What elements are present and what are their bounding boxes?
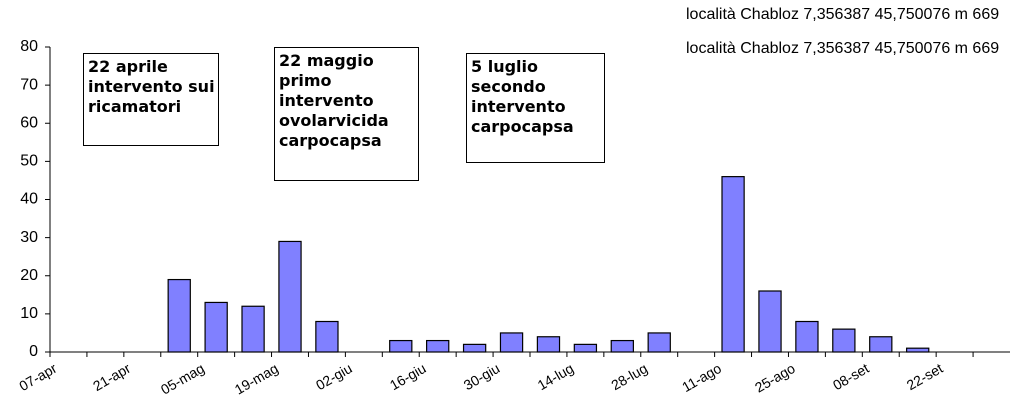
y-tick-label: 0 (29, 343, 38, 360)
legend-entry: località Chabloz 7,356387 45,750076 m 66… (672, 6, 1012, 23)
annotation-line: secondo (471, 77, 546, 96)
bar (315, 320, 339, 353)
bar (573, 343, 598, 353)
y-tick-label: 80 (20, 38, 38, 55)
annotation-line: 5 luglio (471, 57, 538, 76)
y-tick-label: 60 (20, 114, 38, 131)
bar (278, 240, 302, 353)
annotation-line: ovolarvicida (279, 111, 389, 130)
x-tick-label: 14-lug (535, 360, 577, 393)
x-tick-label: 28-lug (608, 360, 650, 393)
bar (869, 336, 893, 353)
bar (204, 301, 228, 353)
annotation-line: 22 maggio (279, 51, 374, 70)
y-tick-label: 20 (20, 267, 38, 284)
y-tick-label: 40 (20, 191, 38, 208)
bar (167, 278, 191, 353)
bar (906, 347, 930, 353)
bar (647, 332, 671, 353)
bar (499, 332, 524, 353)
annotation-line: carpocapsa (279, 131, 382, 150)
annotation-box: 5 luglio secondo intervento carpocapsa (466, 53, 605, 163)
bar (721, 176, 745, 353)
x-tick-label: 11-ago (679, 360, 724, 395)
x-tick-label: 22-set (904, 360, 946, 393)
annotation-line: intervento (471, 97, 566, 116)
x-tick-label: 16-giu (387, 360, 429, 393)
bar (832, 328, 856, 353)
bar (389, 339, 413, 353)
bar (795, 320, 819, 353)
bar (758, 290, 782, 353)
annotation-line: carpocapsa (471, 117, 574, 136)
x-tick-label: 08-set (830, 360, 872, 393)
legend-label: località Chabloz 7,356387 45,750076 m 66… (686, 40, 1000, 57)
annotation-line: intervento sui (88, 77, 215, 96)
x-tick-label: 25-ago (752, 360, 798, 396)
annotation-box: 22 maggio primo intervento ovolarvicida carp… (274, 47, 419, 181)
bar (536, 336, 561, 353)
y-tick-label: 50 (20, 153, 38, 170)
y-tick-label: 10 (20, 305, 38, 322)
bar (426, 339, 450, 353)
y-tick-label: 30 (20, 229, 38, 246)
x-tick-label: 02-giu (313, 360, 355, 393)
annotation-line: ricamatori (88, 97, 182, 116)
legend-label: località Chabloz 7,356387 45,750076 m 66… (686, 6, 1000, 23)
annotation-line: primo (279, 71, 332, 90)
x-tick-label: 19-mag (232, 360, 281, 398)
bar (241, 305, 265, 353)
annotation-box: 22 aprile intervento sui ricamatori (83, 53, 219, 146)
legend-entry: località Chabloz 7,356387 45,750076 m 66… (672, 40, 1012, 57)
x-tick-label: 07-apr (16, 360, 59, 394)
y-tick-label: 70 (20, 76, 38, 93)
x-tick-label: 30-giu (461, 360, 503, 393)
bar (610, 339, 634, 353)
x-tick-label: 05-mag (158, 360, 207, 398)
annotation-line: 22 aprile (88, 57, 168, 76)
x-tick-label: 21-apr (90, 360, 133, 394)
annotation-line: intervento (279, 91, 374, 110)
bar (462, 343, 487, 353)
